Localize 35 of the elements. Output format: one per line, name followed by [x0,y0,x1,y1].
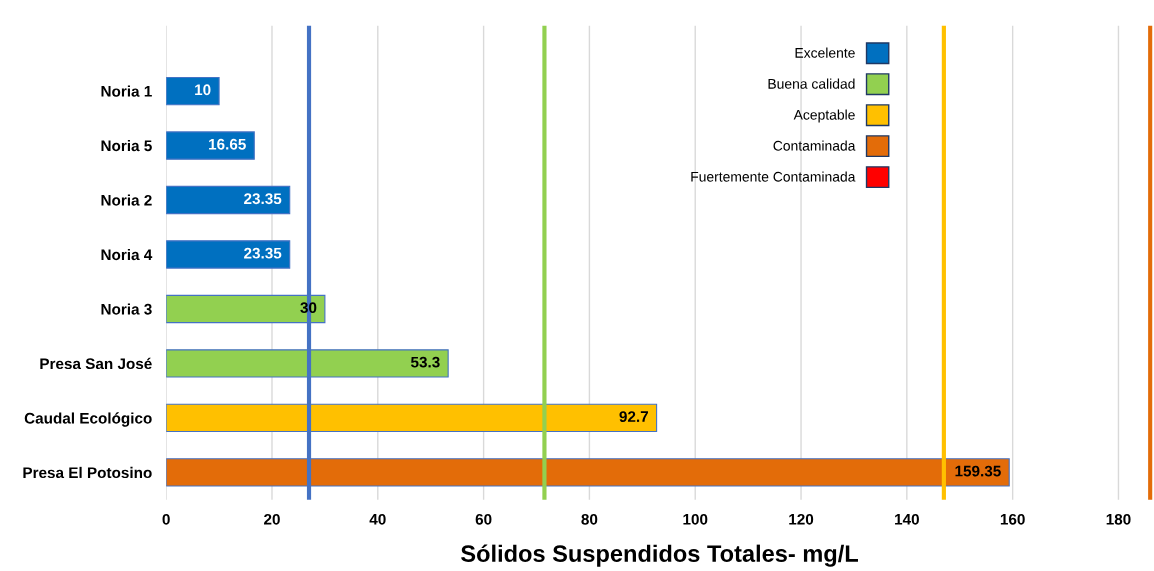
y-tick-label: Noria 3 [101,303,152,315]
legend-label: Buena calidad [768,78,855,89]
y-tick-label: Noria 4 [101,248,153,261]
x-tick-label: 40 [369,513,386,525]
data-label: 10 [195,84,211,96]
y-tick-label: Presa El Potosino [23,466,152,479]
bar [166,185,291,215]
data-label: 92.7 [619,411,648,423]
x-tick-label: 180 [1106,513,1131,525]
x-tick-label: 120 [789,513,814,525]
x-tick-label: 140 [895,513,919,525]
legend-label: Fuertemente Contaminada [691,171,856,182]
bar [166,240,291,269]
data-label: 23.35 [244,247,282,259]
y-tick-label: Caudal Ecológico [24,412,152,427]
x-tick-label: 100 [683,513,708,525]
data-label: 159.35 [955,465,1001,477]
data-label: 16.65 [209,138,246,150]
y-tick-label: Noria 2 [101,194,152,206]
x-tick-label: 0 [162,513,170,525]
y-tick-label: Presa San José [40,357,152,370]
bar [166,131,255,160]
x-tick-label: 60 [475,513,492,525]
data-label: 23.35 [244,193,282,205]
y-tick-label: Noria 5 [101,140,152,152]
bar [166,76,220,106]
legend-label: Contaminada [773,140,856,151]
x-tick-label: 20 [264,513,280,525]
legend-label: Aceptable [793,109,855,123]
x-axis-title: Sólidos Suspendidos Totales- mg/L [461,544,858,567]
x-tick-label: 80 [581,513,598,525]
legend-label: Excelente [795,47,855,58]
data-label: 53.3 [410,356,440,368]
x-tick-label: 160 [1000,513,1025,525]
y-tick-label: Noria 1 [101,85,152,97]
